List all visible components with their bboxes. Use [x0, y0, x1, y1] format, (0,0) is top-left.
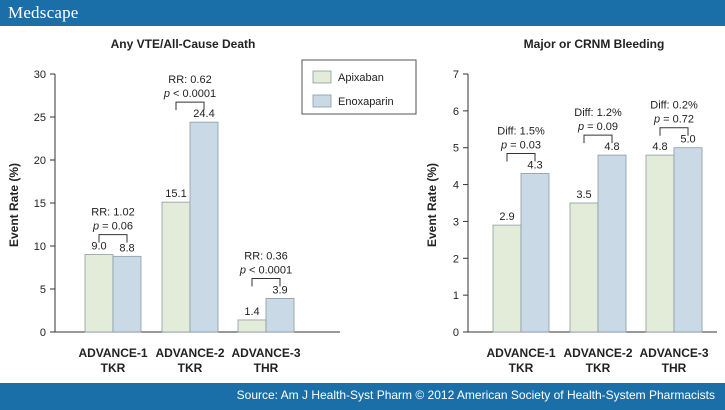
medscape-logo: Medscape — [8, 3, 79, 22]
y-tick-label: 25 — [34, 112, 46, 124]
annotation-stat: Diff: 0.2% — [650, 100, 698, 112]
y-tick-label: 3 — [453, 216, 459, 228]
y-tick-label: 7 — [453, 69, 459, 81]
bar-apixaban — [569, 202, 599, 333]
y-tick-label: 30 — [34, 69, 46, 81]
source-citation: Source: Am J Health-Syst Pharm © 2012 Am… — [236, 388, 715, 402]
bar-value-label: 2.9 — [499, 211, 514, 223]
chart-title: Any VTE/All-Cause Death — [111, 37, 256, 51]
header-bar: Medscape — [0, 0, 725, 26]
legend-label: Enoxaparin — [338, 96, 394, 108]
y-tick-label: 20 — [34, 155, 46, 167]
significance-bracket — [175, 101, 205, 111]
y-axis-label: Event Rate (%) — [425, 163, 439, 247]
legend-swatch-apixaban — [312, 70, 332, 84]
annotation-stat: RR: 0.62 — [168, 74, 211, 86]
annotation-p-value: p < 0.0001 — [239, 264, 292, 276]
y-tick-label: 2 — [453, 253, 459, 265]
significance-bracket — [98, 234, 128, 243]
bar-enoxaparin — [112, 255, 142, 333]
bar-value-label: 9.0 — [91, 241, 106, 253]
bar-enoxaparin — [520, 173, 550, 333]
bar-apixaban — [161, 201, 191, 333]
bar-value-label: 24.4 — [193, 108, 214, 120]
annotation-stat: RR: 1.02 — [91, 207, 134, 219]
bar-value-label: 5.0 — [680, 134, 695, 146]
annotation-stat: Diff: 1.2% — [574, 107, 622, 119]
annotation-p-value: p = 0.72 — [653, 114, 694, 126]
bar-enoxaparin — [673, 147, 703, 333]
bar-enoxaparin — [189, 121, 219, 333]
annotation-p-value: p = 0.06 — [92, 221, 133, 233]
x-category-sublabel: TKR — [101, 361, 126, 375]
bar-value-label: 1.4 — [244, 306, 259, 318]
y-tick-label: 15 — [34, 198, 46, 210]
bar-apixaban — [237, 319, 267, 333]
chart-1: Any VTE/All-Cause Death Event Rate (%) 0 5 1… — [7, 37, 340, 375]
annotation-p-value: p < 0.0001 — [163, 88, 216, 100]
bar-value-label: 3.9 — [272, 284, 287, 296]
bar-enoxaparin — [597, 154, 627, 333]
charts-svg: Any VTE/All-Cause Death Event Rate (%) 0 5 1… — [7, 37, 717, 375]
x-category-label: ADVANCE-1 — [486, 346, 555, 360]
y-tick-label: 1 — [453, 290, 459, 302]
x-category-label: ADVANCE-2 — [155, 346, 224, 360]
footer-bar: Source: Am J Health-Syst Pharm © 2012 Am… — [0, 383, 725, 410]
chart-area: Any VTE/All-Cause Death Event Rate (%) 0 5 1… — [0, 26, 725, 382]
y-tick-label: 6 — [453, 106, 459, 118]
bar-value-label: 8.8 — [119, 242, 134, 254]
annotation-p-value: p = 0.03 — [500, 140, 541, 152]
legend: Apixaban Enoxaparin — [301, 59, 417, 115]
y-tick-label: 10 — [34, 241, 46, 253]
bar-enoxaparin — [265, 298, 295, 333]
x-category-label: ADVANCE-3 — [639, 346, 708, 360]
y-tick-label: 5 — [40, 284, 46, 296]
bar-value-label: 4.8 — [604, 141, 619, 153]
x-category-label: ADVANCE-2 — [563, 346, 632, 360]
significance-bracket — [506, 153, 536, 162]
annotation-stat: RR: 0.36 — [244, 250, 287, 262]
x-category-label: ADVANCE-3 — [231, 346, 300, 360]
y-tick-label: 0 — [453, 327, 459, 339]
bar-value-label: 4.3 — [527, 160, 542, 172]
y-tick-label: 4 — [453, 180, 459, 192]
x-category-sublabel: TKR — [586, 361, 611, 375]
x-category-sublabel: THR — [254, 361, 279, 375]
x-category-sublabel: THR — [662, 361, 687, 375]
chart-title: Major or CRNM Bleeding — [524, 37, 665, 51]
significance-bracket — [251, 277, 281, 287]
x-category-label: ADVANCE-1 — [78, 346, 147, 360]
y-tick-label: 5 — [453, 143, 459, 155]
y-axis-label: Event Rate (%) — [7, 163, 21, 247]
bar-apixaban — [645, 154, 675, 333]
y-tick-label: 0 — [40, 327, 46, 339]
x-category-sublabel: TKR — [509, 361, 534, 375]
chart-2: Major or CRNM Bleeding Event Rate (%) 0 1 2 3… — [425, 37, 717, 375]
legend-swatch-enoxaparin — [312, 94, 332, 108]
significance-bracket — [659, 127, 689, 136]
bar-apixaban — [84, 254, 114, 333]
annotation-stat: Diff: 1.5% — [497, 126, 545, 138]
x-category-sublabel: TKR — [178, 361, 203, 375]
legend-label: Apixaban — [338, 72, 384, 84]
bar-apixaban — [492, 224, 522, 333]
significance-bracket — [583, 134, 613, 144]
annotation-p-value: p = 0.09 — [577, 121, 618, 133]
bar-value-label: 3.5 — [576, 189, 591, 201]
bar-value-label: 4.8 — [652, 141, 667, 153]
bar-value-label: 15.1 — [165, 188, 186, 200]
